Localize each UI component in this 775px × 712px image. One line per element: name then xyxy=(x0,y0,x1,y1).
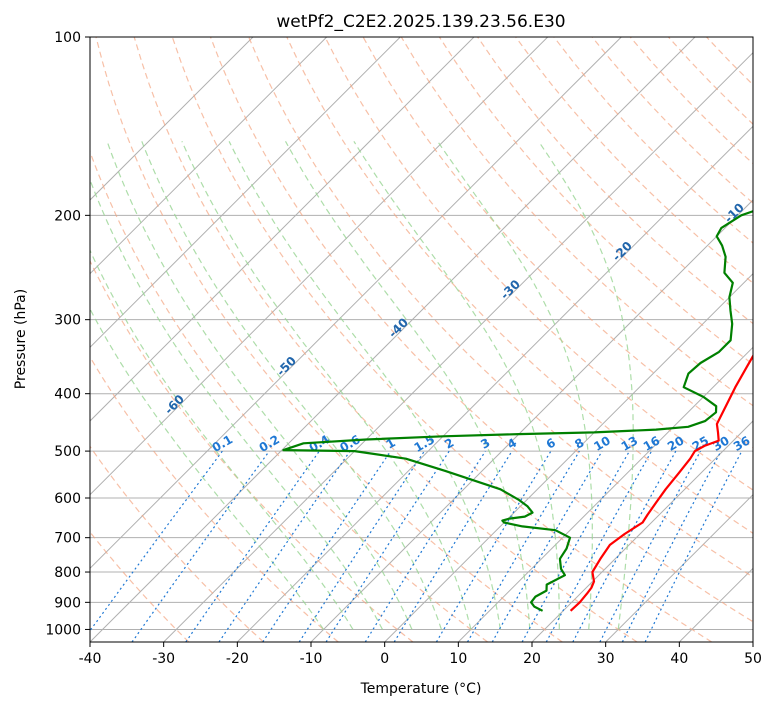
dry-adiabat-line xyxy=(0,37,338,642)
y-tick-label: 800 xyxy=(54,565,81,581)
isotherm-line xyxy=(532,37,775,642)
dry-adiabat-line xyxy=(554,37,775,642)
isotherm-line xyxy=(385,37,775,642)
isotherm-line xyxy=(0,37,400,642)
mixing-ratio-line xyxy=(82,451,223,642)
y-tick-label: 100 xyxy=(54,30,81,46)
dry-adiabat-label: -50 xyxy=(274,354,299,379)
dry-adiabat-line xyxy=(0,37,264,642)
chart-title: wetPf2_C2E2.2025.139.23.56.E30 xyxy=(276,12,565,32)
moist-adiabat-line xyxy=(229,141,500,629)
x-tick-label: -30 xyxy=(152,651,175,667)
moist-adiabat-line xyxy=(354,141,559,629)
x-tick-label: 10 xyxy=(449,651,467,667)
mixing-ratio-line xyxy=(546,451,651,642)
x-tick-label: 40 xyxy=(670,651,688,667)
mixing-ratio-label: 4 xyxy=(505,435,519,451)
temperature-profile-line xyxy=(571,37,775,611)
dry-adiabat-line xyxy=(58,37,488,642)
y-tick-label: 1000 xyxy=(45,622,81,638)
dry-adiabat-line xyxy=(96,37,562,642)
isotherm-line xyxy=(311,37,775,642)
y-tick-label: 700 xyxy=(54,531,81,547)
x-tick-label: 20 xyxy=(523,651,541,667)
x-tick-label: 30 xyxy=(597,651,615,667)
mixing-ratio-label: 3 xyxy=(478,435,492,451)
mixing-ratio-line xyxy=(263,451,391,642)
dry-adiabat-label: -10 xyxy=(722,200,747,225)
mixing-ratio-line xyxy=(600,451,701,642)
isotherm-line xyxy=(0,37,474,642)
dry-adiabat-line xyxy=(20,37,413,642)
dry-adiabat-label: -20 xyxy=(610,239,635,264)
y-tick-label: 500 xyxy=(54,444,81,460)
dry-adiabat-line xyxy=(516,37,775,642)
isotherm-line xyxy=(753,37,775,642)
mixing-ratio-line xyxy=(573,451,676,642)
x-tick-label: -20 xyxy=(226,651,249,667)
isotherm-line xyxy=(237,37,775,642)
mixing-ratio-label: 6 xyxy=(544,435,558,451)
mixing-ratio-line xyxy=(645,451,742,642)
x-tick-label: 0 xyxy=(380,651,389,667)
moist-adiabat-line xyxy=(182,141,471,629)
y-tick-label: 300 xyxy=(54,313,81,329)
isotherm-line xyxy=(164,37,769,642)
isotherm-line xyxy=(458,37,775,642)
y-tick-label: 200 xyxy=(54,208,81,224)
x-tick-label: 50 xyxy=(744,651,762,667)
mixing-ratio-line xyxy=(219,451,350,642)
moist-adiabat-line xyxy=(286,141,530,629)
isotherm-line xyxy=(0,37,253,642)
dry-adiabat-line xyxy=(592,37,775,642)
x-tick-label: -10 xyxy=(300,651,323,667)
dry-adiabat-line xyxy=(707,37,775,642)
x-axis-label: Temperature (°C) xyxy=(360,681,482,697)
moist-adiabat-line xyxy=(107,141,412,629)
y-axis-label: Pressure (hPa) xyxy=(13,289,29,389)
mixing-ratio-line xyxy=(468,451,580,642)
y-tick-label: 600 xyxy=(54,491,81,507)
dry-adiabat-label: -40 xyxy=(386,315,411,340)
mixing-ratio-line xyxy=(326,451,449,642)
isotherm-line xyxy=(0,37,327,642)
mixing-ratio-line xyxy=(394,451,512,642)
dry-adiabat-line xyxy=(668,37,775,642)
mixing-ratio-line xyxy=(365,451,485,642)
dry-adiabat-label: -30 xyxy=(498,277,523,302)
mixing-ratio-line xyxy=(522,451,629,642)
y-tick-label: 400 xyxy=(54,387,81,403)
moist-adiabat-line xyxy=(49,141,353,629)
y-tick-label: 900 xyxy=(54,595,81,611)
x-tick-label: -40 xyxy=(79,651,102,667)
isotherm-line xyxy=(679,37,775,642)
